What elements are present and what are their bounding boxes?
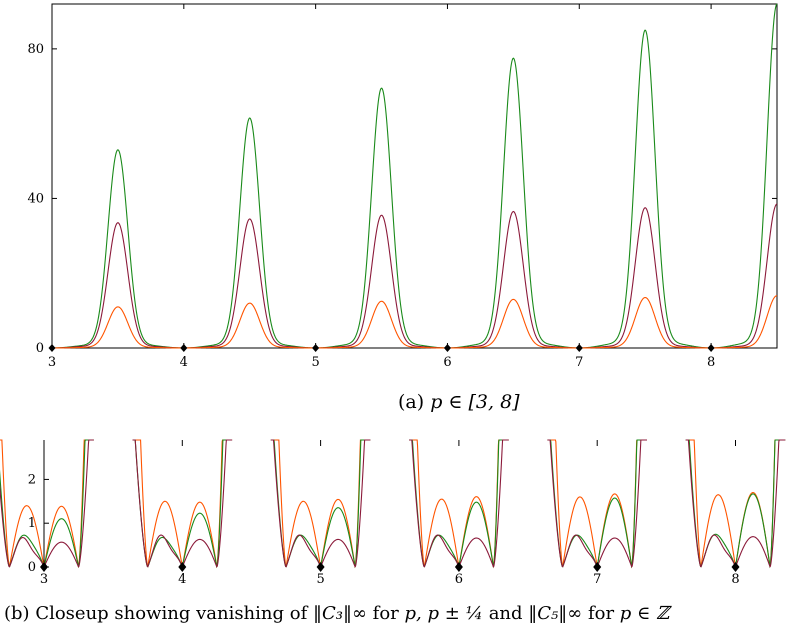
x-tick-label: 4 [178,572,186,587]
series-line-3 [685,439,786,569]
y-tick-label: 40 [27,191,44,206]
caption-b-tag: (b) [4,603,30,624]
x-tick-label: 6 [455,572,463,587]
plot-frame [51,3,778,349]
zero-marker [178,562,187,572]
series-line-2 [270,439,371,570]
series-line-1 [547,439,647,569]
series-line-1 [270,439,371,569]
series-line-1 [0,439,94,569]
caption-b-text2: for [366,603,405,624]
y-tick-label: 0 [28,560,36,575]
series-line-3 [547,439,647,569]
caption-a-tag: (a) [398,391,425,413]
series-line-2 [409,439,509,570]
caption-b-set: p, p ± ¼ [404,603,483,624]
zero-marker [180,344,188,352]
zero-marker [731,562,740,572]
caption-b-text4: for [582,603,620,624]
x-tick-label: 7 [575,355,583,370]
caption-b-text3: and [482,603,529,624]
series-line-2 [685,439,786,569]
zero-marker [312,344,320,352]
series-line-1 [52,3,778,349]
zero-marker [316,562,325,572]
caption-b: (b) Closeup showing vanishing of ‖C₃‖∞ f… [4,603,669,624]
series-line-3 [132,439,233,569]
x-tick-label: 5 [311,355,319,370]
x-tick-label: 8 [731,572,739,587]
series-line-3 [409,439,509,569]
caption-a: (a) p ∈ [3, 8] [398,391,520,413]
zero-marker [40,562,48,572]
x-tick-label: 3 [40,572,48,587]
caption-b-cond: p ∈ ℤ [619,603,670,624]
x-tick-label: 7 [593,572,601,587]
y-tick-label: 1 [28,516,36,531]
x-tick-label: 4 [180,355,188,370]
series-line-3 [270,439,371,569]
x-tick-label: 5 [316,572,324,587]
caption-a-math: p ∈ [3, 8] [430,391,520,413]
series-line-1 [409,439,509,569]
zero-marker [575,344,583,352]
series-line-3 [52,295,778,349]
zero-marker [443,344,451,352]
x-tick-label: 8 [707,355,715,370]
y-tick-label: 0 [36,341,44,356]
series-line-1 [685,439,786,568]
x-tick-label: 3 [48,355,56,370]
caption-b-norm3: ‖C₃‖∞ [312,603,367,624]
caption-b-text1: Closeup showing vanishing of [35,603,313,624]
series-line-2 [52,203,778,349]
zero-marker [454,562,463,572]
caption-b-norm5: ‖C₅‖∞ [528,603,583,624]
panel-b-chart: 0 1 2 3 4 5 6 7 8 [0,439,786,587]
series-line-2 [132,439,233,569]
series-line-1 [132,439,233,569]
zero-marker [48,344,56,352]
series-line-2 [547,439,647,570]
x-tick-label: 6 [443,355,451,370]
zero-marker [707,344,715,352]
zero-marker [593,562,602,572]
y-tick-label: 2 [28,472,36,487]
y-tick-label: 80 [27,42,44,57]
